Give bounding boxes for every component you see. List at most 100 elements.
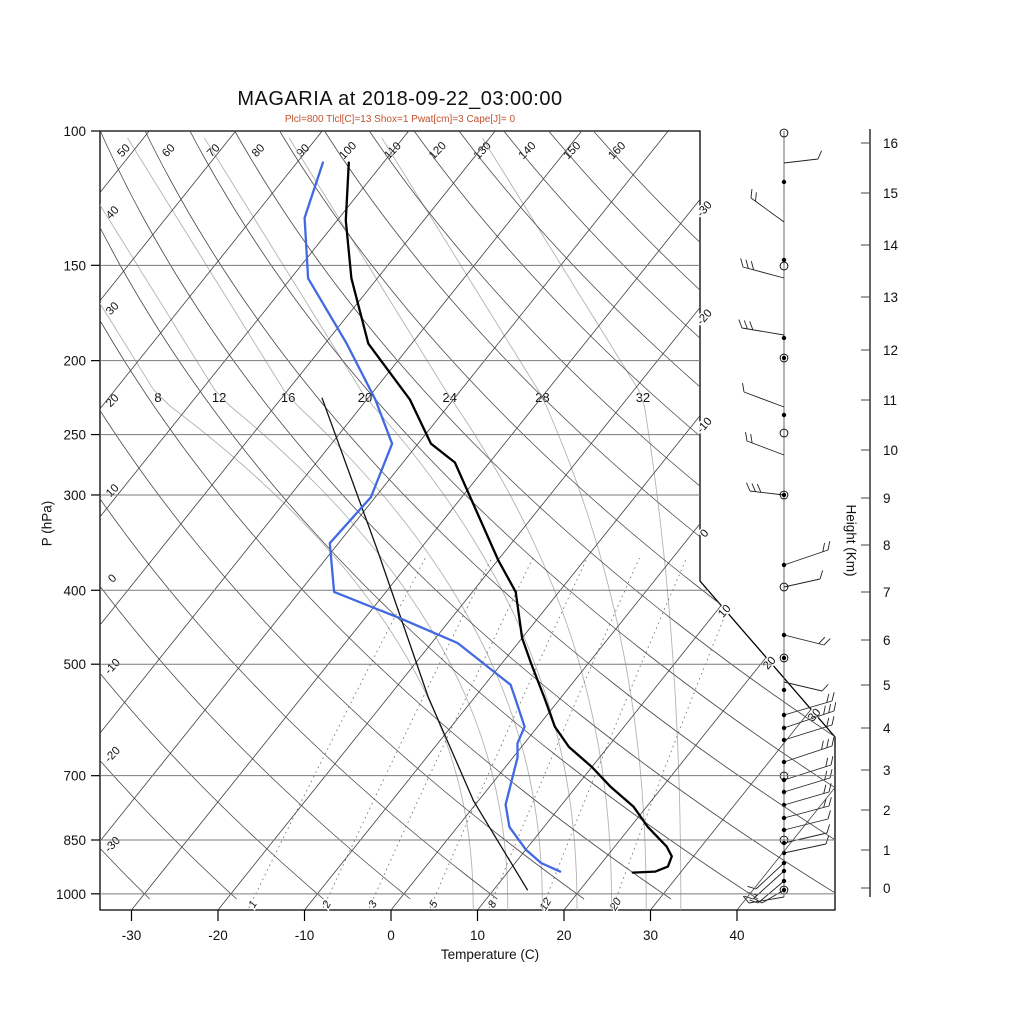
sounding-level-dot <box>781 412 787 418</box>
sounding-level-dot <box>781 179 787 185</box>
temperature-tick-label: 0 <box>387 928 395 943</box>
mixing-ratio-label: 20 <box>607 895 624 913</box>
pressure-tick-label: 150 <box>63 258 86 273</box>
standard-level-circle <box>779 128 789 138</box>
height-tick-label: 10 <box>883 443 898 458</box>
height-tick-label: 3 <box>883 763 891 778</box>
sounding-level-dot <box>781 860 787 866</box>
sounding-level-dot <box>781 815 787 821</box>
height-tick-label: 12 <box>883 343 898 358</box>
background-labels: 5060708090100110120130140150160403020100… <box>101 138 825 915</box>
dry-adiabat-label: 100 <box>337 140 359 162</box>
moist-adiabat-label: 16 <box>281 390 295 405</box>
sounding-level-dot <box>781 655 787 661</box>
sounding-level-dot <box>781 562 787 568</box>
height-tick-label: 1 <box>883 843 891 858</box>
height-tick-label: 0 <box>883 881 891 896</box>
pressure-tick-label: 700 <box>63 769 86 784</box>
sounding-level-dot <box>781 632 787 638</box>
moist-adiabat-label: 20 <box>358 390 372 405</box>
sounding-level-dot <box>781 335 787 341</box>
dry-adiabat-label: 50 <box>115 142 133 160</box>
temperature-tick-label: -20 <box>208 928 228 943</box>
sounding-level-dot <box>781 712 787 718</box>
dry-adiabat-label: 80 <box>250 142 268 160</box>
height-tick-label: 16 <box>883 136 898 151</box>
sounding-level-dot <box>781 737 787 743</box>
height-tick-label: 8 <box>883 538 891 553</box>
pressure-tick-label: 300 <box>63 488 86 503</box>
standard-level-circle <box>779 490 789 500</box>
pressure-gridlines <box>100 264 835 895</box>
temperature-tick-label: 20 <box>556 928 571 943</box>
standard-level-circle <box>779 653 789 663</box>
standard-level-circle <box>779 582 789 592</box>
sounding-level-dot <box>781 868 787 874</box>
temperature-tick-label: 10 <box>470 928 485 943</box>
height-tick-label: 13 <box>883 290 898 305</box>
sounding-level-dot <box>781 257 787 263</box>
standard-level-circle <box>779 261 789 271</box>
sounding-level-dot <box>781 878 787 884</box>
sounding-level-dot <box>781 725 787 731</box>
dry-adiabat-label: -30 <box>103 835 123 855</box>
pressure-axis: 100 150 200 250 300 400 500 700 850 1000 <box>56 124 100 902</box>
sounding-level-dot <box>781 492 787 498</box>
moist-adiabat-label: 8 <box>154 390 161 405</box>
dry-adiabat-label: 0 <box>106 572 119 585</box>
sounding-level-dot <box>781 355 787 361</box>
pressure-tick-label: 1000 <box>56 887 86 902</box>
moist-adiabat-label: 12 <box>212 390 226 405</box>
pressure-tick-label: 500 <box>63 657 86 672</box>
sounding-level-dot <box>781 827 787 833</box>
dry-adiabat-label: 160 <box>606 140 628 162</box>
temperature-tick-label: -30 <box>122 928 142 943</box>
pressure-tick-label: 850 <box>63 833 86 848</box>
height-tick-label: 6 <box>883 633 891 648</box>
sounding-level-dot <box>781 789 787 795</box>
sounding-level-dot <box>781 687 787 693</box>
mixing-ratio-label: 5 <box>427 898 441 910</box>
mixing-ratio-label: 1 <box>246 899 259 910</box>
temperature-axis-title: Temperature (C) <box>440 947 540 962</box>
mixing-ratio-label: 2 <box>320 899 334 911</box>
page-title: MAGARIA at 2018-09-22_03:00:00 <box>237 88 563 110</box>
mixing-ratio-label: 3 <box>366 898 380 910</box>
dry-adiabat-label: 120 <box>427 140 449 162</box>
temperature-tick-label: -10 <box>295 928 315 943</box>
moist-adiabat-label: 32 <box>636 390 650 405</box>
sounding-level-dot <box>781 777 787 783</box>
standard-level-circle <box>779 353 789 363</box>
standard-level-circle <box>779 428 789 438</box>
moist-adiabat-label: 24 <box>443 390 457 405</box>
height-tick-label: 11 <box>883 393 897 408</box>
sounding-parameters: Plcl=800 Tlcl[C]=13 Shox=1 Pwat[cm]=3 Ca… <box>284 114 516 125</box>
pressure-tick-label: 100 <box>63 124 86 139</box>
height-tick-label: 15 <box>883 186 898 201</box>
wind-barbs <box>738 128 837 904</box>
temperature-tick-label: 30 <box>643 928 658 943</box>
dry-adiabat-label: -20 <box>103 745 123 765</box>
height-tick-label: 14 <box>883 238 899 253</box>
dry-adiabat-label: 10 <box>104 482 122 500</box>
height-tick-label: 9 <box>883 491 891 506</box>
dry-adiabat-label: 40 <box>104 204 122 222</box>
mixing-ratio-label: 8 <box>486 898 500 910</box>
dewpoint-curve <box>303 161 562 873</box>
sounding-level-dot <box>781 840 787 846</box>
dry-adiabat-label: -10 <box>103 657 123 677</box>
parcel-curve <box>321 397 529 891</box>
height-tick-label: 2 <box>883 803 891 818</box>
pressure-tick-label: 400 <box>63 583 86 598</box>
pressure-tick-label: 250 <box>63 428 86 443</box>
height-tick-label: 7 <box>883 585 891 600</box>
height-tick-label: 5 <box>883 678 891 693</box>
temperature-tick-label: 40 <box>729 928 744 943</box>
temperature-curve <box>344 161 673 874</box>
dry-adiabat-label: 60 <box>160 142 178 160</box>
mixing-ratio-lines <box>248 557 749 909</box>
sounding-level-dot <box>781 887 787 893</box>
